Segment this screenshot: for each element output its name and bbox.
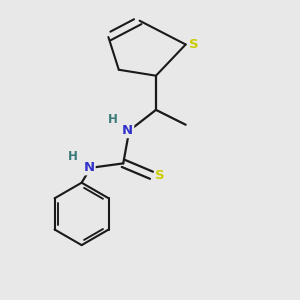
Text: N: N [83, 161, 94, 174]
Text: S: S [155, 169, 165, 182]
Text: H: H [108, 113, 118, 126]
Text: H: H [68, 150, 78, 163]
Text: N: N [122, 124, 133, 137]
Text: S: S [189, 38, 199, 51]
